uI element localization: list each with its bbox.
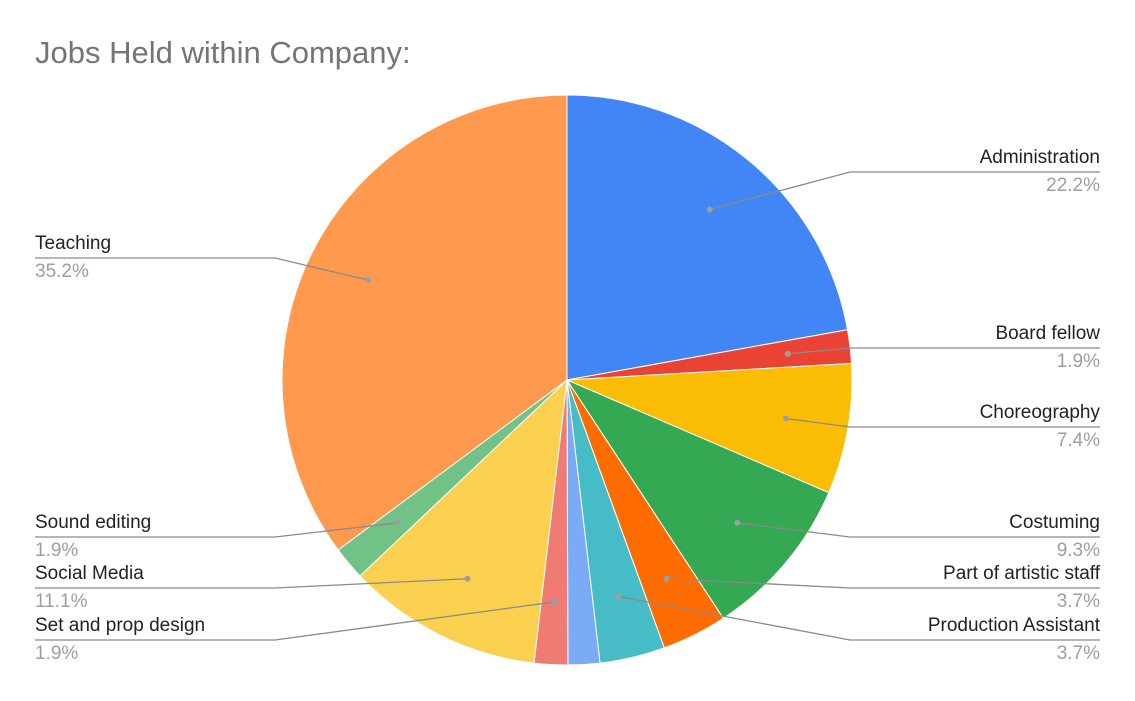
pie-slice: [281, 94, 568, 551]
leader-dot: [782, 415, 789, 422]
slice-value-label: 22.2%: [1046, 175, 1100, 196]
leader-dot: [551, 598, 558, 605]
slice-label: Sound editing: [35, 512, 151, 533]
leader-dot: [663, 575, 670, 582]
slice-label: Social Media: [35, 563, 144, 584]
leader-line: [35, 257, 369, 281]
leader-line: [35, 601, 555, 641]
leader-line: [737, 522, 1100, 538]
leader-dot: [365, 277, 372, 284]
leader-dot: [734, 519, 741, 526]
slice-value-label: 35.2%: [35, 261, 89, 282]
leader-line: [709, 171, 1100, 211]
slice-label: Administration: [980, 147, 1100, 168]
leader-dot: [464, 575, 471, 582]
leader-dot: [615, 593, 622, 600]
slice-label: Board fellow: [995, 323, 1100, 344]
slice-label: Part of artistic staff: [943, 563, 1101, 584]
slice-value-label: 3.7%: [1057, 591, 1100, 612]
slice-value-label: 11.1%: [35, 591, 88, 612]
slice-value-label: 3.7%: [1057, 643, 1100, 664]
chart-title: Jobs Held within Company:: [35, 35, 411, 70]
leader-line: [618, 595, 1100, 641]
slice-label: Set and prop design: [35, 615, 205, 636]
slice-value-label: 1.9%: [1057, 351, 1100, 372]
pie-slice: [359, 378, 568, 664]
slice-label: Costuming: [1009, 512, 1100, 533]
leader-line: [785, 417, 1100, 428]
slice-value-label: 1.9%: [35, 540, 78, 561]
leader-line: [787, 347, 1100, 355]
slice-value-label: 9.3%: [1057, 540, 1100, 561]
slice-value-label: 1.9%: [35, 643, 78, 664]
pie-slice: [565, 378, 830, 619]
leader-line: [35, 522, 397, 538]
leader-dot: [706, 206, 713, 213]
slice-label: Choreography: [980, 402, 1101, 423]
slice-label: Teaching: [35, 233, 111, 254]
leader-dot: [784, 350, 791, 357]
slice-label: Production Assistant: [928, 615, 1101, 636]
pie-slice: [566, 94, 849, 381]
leader-line: [35, 578, 468, 589]
leader-line: [666, 578, 1100, 589]
slice-value-label: 7.4%: [1057, 430, 1100, 451]
pie-slice: [566, 362, 853, 494]
leader-dot: [393, 519, 400, 526]
